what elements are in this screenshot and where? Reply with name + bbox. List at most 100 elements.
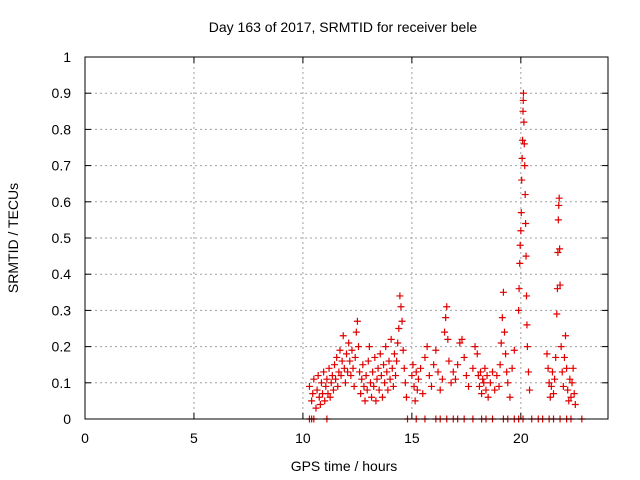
data-point	[375, 386, 383, 394]
data-point	[430, 361, 438, 369]
data-point	[382, 343, 390, 351]
data-point	[445, 357, 453, 365]
y-tick-label: 0.1	[52, 375, 72, 391]
data-point	[479, 375, 487, 383]
y-tick-label: 0.7	[52, 158, 72, 174]
data-point	[349, 364, 357, 372]
data-point	[398, 317, 406, 325]
data-point	[308, 397, 316, 405]
data-point	[376, 350, 384, 358]
data-point	[346, 357, 354, 365]
data-point	[556, 245, 564, 253]
data-point	[332, 375, 340, 383]
data-point	[517, 209, 525, 217]
data-point	[351, 353, 359, 361]
data-point	[506, 393, 514, 401]
data-point	[333, 353, 341, 361]
data-point	[482, 386, 490, 394]
data-point	[352, 328, 360, 336]
data-point	[519, 107, 527, 115]
data-point	[503, 368, 511, 376]
data-point	[442, 314, 450, 322]
data-point	[354, 343, 362, 351]
data-point	[310, 375, 318, 383]
data-point	[365, 343, 373, 351]
axis-ticks	[84, 56, 608, 420]
data-point	[323, 375, 331, 383]
data-point	[408, 372, 416, 380]
y-tick-label: 0.5	[52, 230, 72, 246]
data-point	[465, 382, 473, 390]
data-point	[550, 390, 558, 398]
x-tick-labels: 0 5 10 15 20	[81, 430, 529, 446]
data-point	[309, 390, 317, 398]
y-tick-label: 0.8	[52, 121, 72, 137]
data-point	[436, 386, 444, 394]
data-point	[419, 390, 427, 398]
data-point	[320, 368, 328, 376]
data-point	[562, 332, 570, 340]
data-point	[491, 386, 499, 394]
data-point	[321, 397, 329, 405]
data-point	[358, 375, 366, 383]
x-tick-label: 10	[295, 430, 311, 446]
data-point	[344, 368, 352, 376]
data-point	[359, 361, 367, 369]
data-point	[411, 397, 419, 405]
data-point	[325, 364, 333, 372]
data-point	[336, 346, 344, 354]
data-point	[486, 379, 494, 387]
data-point	[502, 350, 510, 358]
data-point	[388, 364, 396, 372]
data-point	[328, 372, 336, 380]
data-point	[544, 364, 552, 372]
data-point	[524, 368, 532, 376]
data-point	[460, 353, 468, 361]
data-point	[350, 382, 358, 390]
data-point	[345, 339, 353, 347]
data-point	[521, 191, 529, 199]
data-point	[377, 372, 385, 380]
data-point	[553, 310, 561, 318]
data-point	[370, 382, 378, 390]
data-point	[559, 382, 567, 390]
data-point	[443, 303, 451, 311]
data-point	[547, 382, 555, 390]
data-point	[474, 372, 482, 380]
data-point	[373, 375, 381, 383]
data-point	[315, 393, 323, 401]
x-tick-label: 20	[513, 430, 529, 446]
data-point	[508, 364, 516, 372]
data-point	[371, 353, 379, 361]
data-point	[335, 368, 343, 376]
y-tick-label: 0	[63, 411, 71, 427]
data-point	[432, 346, 440, 354]
data-point	[499, 288, 507, 296]
data-point	[518, 176, 526, 184]
data-point	[557, 343, 565, 351]
data-point	[489, 368, 497, 376]
data-point	[551, 375, 559, 383]
y-tick-label: 0.6	[52, 194, 72, 210]
data-point	[519, 136, 527, 144]
data-point	[423, 343, 431, 351]
data-point	[515, 285, 523, 293]
data-point	[469, 364, 477, 372]
data-point	[493, 372, 501, 380]
data-point	[412, 368, 420, 376]
data-point	[462, 372, 470, 380]
data-point	[497, 339, 505, 347]
data-point	[441, 328, 449, 336]
data-point	[434, 368, 442, 376]
data-point	[316, 401, 324, 409]
data-point	[322, 382, 330, 390]
data-point	[374, 364, 382, 372]
data-point	[327, 379, 335, 387]
data-point	[339, 332, 347, 340]
data-point	[338, 357, 346, 365]
data-point	[385, 357, 393, 365]
data-point	[571, 401, 579, 409]
data-point	[554, 248, 562, 256]
